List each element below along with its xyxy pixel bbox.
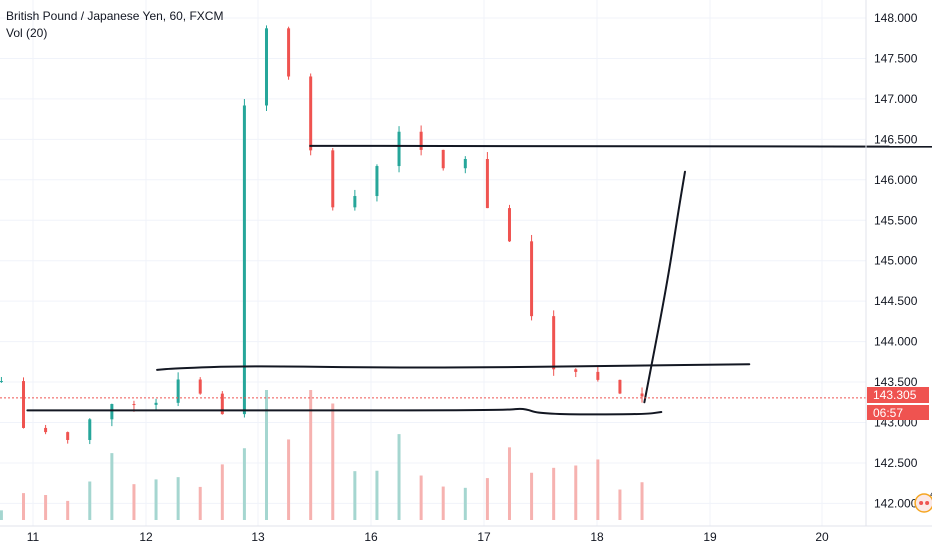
time-tick-label: 11 xyxy=(27,530,40,544)
candle-body xyxy=(309,76,313,151)
time-axis[interactable]: 11 12 13 16 17 18 19 20 xyxy=(27,530,829,544)
symbol-title[interactable]: British Pound / Japanese Yen, 60, FXCM xyxy=(6,9,224,23)
candle-body xyxy=(485,159,489,209)
price-tick-label: 147.500 xyxy=(874,51,918,65)
volume-bar xyxy=(88,481,92,520)
price-tick-label: 146.000 xyxy=(874,173,918,187)
volume-bar xyxy=(552,467,556,520)
candle-body xyxy=(287,28,291,77)
volume-bar xyxy=(154,479,158,520)
candle-body xyxy=(552,316,556,370)
candle-body xyxy=(22,381,26,428)
candle-body xyxy=(198,379,202,394)
volume-bar xyxy=(110,453,114,520)
candle-body xyxy=(596,371,600,380)
candle-body xyxy=(242,105,246,415)
time-tick-label: 20 xyxy=(815,530,829,544)
volume-bar xyxy=(375,470,379,520)
time-tick-label: 19 xyxy=(703,530,717,544)
price-tick-label: 147.000 xyxy=(874,92,918,106)
candle-body xyxy=(132,404,136,406)
candle-body xyxy=(44,427,48,433)
drawn-horizontal-line[interactable] xyxy=(309,144,932,148)
drawn-curve[interactable] xyxy=(26,407,663,416)
candle-body xyxy=(0,381,3,383)
drawn-curve[interactable] xyxy=(156,363,751,371)
volume-indicator-label[interactable]: Vol (20) xyxy=(6,26,48,40)
volume-bar xyxy=(220,464,224,520)
volume-bar xyxy=(198,486,202,520)
volume-bar xyxy=(485,478,489,520)
candle-body xyxy=(353,196,357,208)
price-tick-label: 145.000 xyxy=(874,254,918,268)
volume-bar xyxy=(331,403,335,520)
volume-bar xyxy=(309,390,313,520)
candle-body xyxy=(441,149,445,169)
candle-body xyxy=(264,28,268,106)
candle-body xyxy=(66,432,70,440)
price-tick-label: 148.000 xyxy=(874,11,918,25)
volume-bar xyxy=(507,447,511,520)
volume-bar xyxy=(242,448,246,520)
volume-bar xyxy=(596,459,600,520)
chart-legend: British Pound / Japanese Yen, 60, FXCM V… xyxy=(6,8,223,42)
drawn-curve[interactable] xyxy=(643,170,686,404)
price-axis[interactable]: 142.000142.500143.000143.500144.000144.5… xyxy=(874,11,918,510)
bar-countdown-tag: 06:57 xyxy=(867,404,929,420)
time-tick-label: 16 xyxy=(364,530,378,544)
current-price-tag: 143.305 xyxy=(867,387,929,403)
volume-bar xyxy=(463,487,467,520)
price-tick-label: 145.500 xyxy=(874,213,918,227)
price-tick-label: 143.500 xyxy=(874,375,918,389)
volume-bar xyxy=(44,495,48,520)
volume-bar xyxy=(287,439,291,520)
event-markers[interactable]: 446978 xyxy=(914,489,932,513)
volume-bar xyxy=(618,489,622,520)
volume-bar xyxy=(397,434,401,520)
candle-body xyxy=(574,369,578,372)
drawings xyxy=(26,144,932,416)
volume-bar xyxy=(530,472,534,520)
price-tick-label: 142.500 xyxy=(874,456,918,470)
candle-body xyxy=(176,379,180,403)
volume-bar xyxy=(353,471,357,520)
volume-bar xyxy=(22,493,26,520)
volume-bar xyxy=(419,475,423,520)
candle-body xyxy=(88,419,92,440)
volume-bar xyxy=(66,500,70,520)
grid xyxy=(0,0,866,526)
candle-body xyxy=(110,404,114,420)
candle-body xyxy=(463,159,467,169)
price-tick-label: 142.000 xyxy=(874,496,918,510)
volume-bar xyxy=(176,477,180,520)
volume-bar xyxy=(640,482,644,520)
price-tick-label: 146.500 xyxy=(874,132,918,146)
volume-bar xyxy=(441,486,445,520)
candle-body xyxy=(154,402,158,405)
volume-bar xyxy=(264,390,268,520)
candle-body xyxy=(375,166,379,197)
event-count-label: 4 xyxy=(930,489,932,500)
economic-event-marker[interactable]: 4 xyxy=(914,489,932,513)
time-tick-label: 18 xyxy=(590,530,604,544)
candle-body xyxy=(640,393,644,397)
candle-body xyxy=(419,131,423,150)
volume-bar xyxy=(0,510,3,520)
price-tick-label: 144.500 xyxy=(874,294,918,308)
time-tick-label: 12 xyxy=(139,530,153,544)
candle-body xyxy=(618,379,622,394)
candle-body xyxy=(220,393,224,415)
candle-body xyxy=(331,150,335,208)
volume-bar xyxy=(132,484,136,520)
candles xyxy=(0,25,644,445)
time-tick-label: 13 xyxy=(251,530,265,544)
candle-body xyxy=(397,131,401,167)
candle-body xyxy=(530,241,534,317)
time-tick-label: 17 xyxy=(477,530,491,544)
volume-bar xyxy=(574,465,578,520)
volume-bars xyxy=(0,390,644,520)
candle-body xyxy=(507,208,511,242)
price-tick-label: 144.000 xyxy=(874,335,918,349)
